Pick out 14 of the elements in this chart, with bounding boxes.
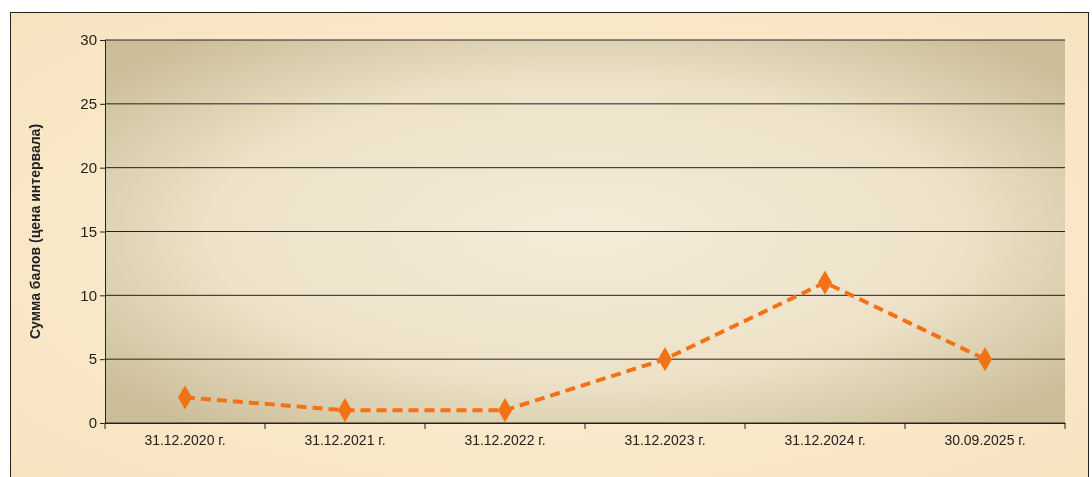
y-tick-label: 5	[88, 350, 97, 368]
y-tick-label: 20	[80, 158, 97, 176]
x-tick-label: 31.12.2020 г.	[144, 431, 226, 448]
y-tick-label: 30	[80, 31, 97, 49]
y-tick-label: 0	[88, 414, 97, 432]
y-axis-title: Сумма балов (цена интервала)	[27, 123, 43, 340]
x-tick-label: 30.09.2025 г.	[944, 431, 1026, 448]
x-tick-label: 31.12.2024 г.	[784, 431, 866, 448]
x-tick-label: 31.12.2021 г.	[304, 431, 386, 448]
x-tick-label: 31.12.2023 г.	[624, 431, 706, 448]
y-tick-label: 25	[80, 95, 97, 113]
y-tick-label: 15	[80, 222, 97, 240]
x-tick-label: 31.12.2022 г.	[464, 431, 546, 448]
y-tick-label: 10	[80, 286, 97, 304]
